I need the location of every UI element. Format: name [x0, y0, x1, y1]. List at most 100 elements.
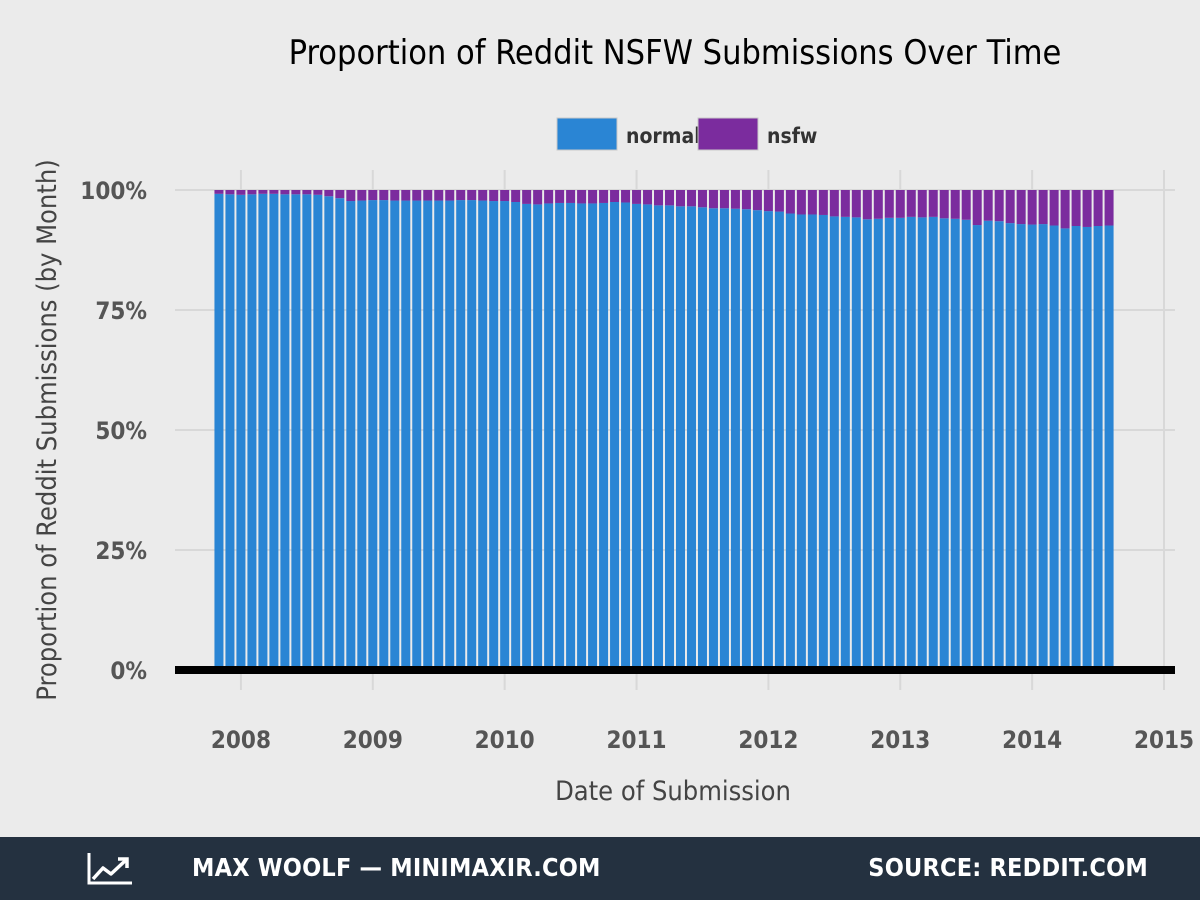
bar-nsfw	[357, 190, 367, 201]
bar-nsfw	[467, 190, 477, 201]
bar-normal	[599, 202, 609, 670]
legend-swatch-normal	[556, 117, 618, 151]
bar-nsfw	[335, 190, 345, 199]
legend-swatch-nsfw	[697, 117, 759, 151]
bar-nsfw	[774, 190, 784, 212]
bar-nsfw	[632, 190, 642, 204]
bar-nsfw	[972, 190, 982, 226]
y-tick-label: 100%	[80, 177, 147, 205]
bar-nsfw	[939, 190, 949, 219]
bar-normal	[324, 196, 334, 671]
bar-nsfw	[511, 190, 521, 202]
bar-nsfw	[1060, 190, 1070, 229]
bar-normal	[588, 203, 598, 670]
bar-nsfw	[247, 190, 257, 195]
bar-normal	[247, 194, 257, 670]
bar-normal	[291, 194, 301, 670]
bar-normal	[873, 218, 883, 671]
bar-nsfw	[500, 190, 510, 202]
x-tick-label: 2010	[475, 726, 535, 754]
bar-normal	[1060, 228, 1070, 670]
bar-nsfw	[445, 190, 455, 201]
footer-bar: MAX WOOLF — MINIMAXIR.COM SOURCE: REDDIT…	[0, 837, 1200, 900]
bar-normal	[1005, 223, 1015, 670]
bar-nsfw	[1082, 190, 1092, 227]
bar-nsfw	[983, 190, 993, 221]
bar-nsfw	[906, 190, 916, 217]
bar-normal	[675, 206, 685, 670]
bar-normal	[269, 193, 279, 670]
bar-nsfw	[818, 190, 828, 215]
bar-nsfw	[1027, 190, 1037, 225]
bar-nsfw	[675, 190, 685, 207]
bar-normal	[741, 209, 751, 670]
bar-normal	[1093, 226, 1103, 670]
bar-normal	[533, 204, 543, 670]
bar-nsfw	[708, 190, 718, 209]
bar-nsfw	[697, 190, 707, 208]
bar-normal	[478, 200, 488, 670]
bar-normal	[994, 221, 1004, 670]
bar-normal	[939, 218, 949, 670]
bar-nsfw	[752, 190, 762, 211]
bar-normal	[610, 202, 620, 670]
x-tick-label: 2013	[870, 726, 930, 754]
bar-normal	[577, 203, 587, 670]
bar-nsfw	[873, 190, 883, 219]
x-tick-label: 2011	[606, 726, 666, 754]
chart: Proportion of Reddit NSFW Submissions Ov…	[32, 33, 1194, 807]
bar-normal	[555, 202, 565, 670]
bar-nsfw	[1038, 190, 1048, 225]
bar-normal	[390, 200, 400, 670]
bar-nsfw	[851, 190, 861, 218]
bar-nsfw	[390, 190, 400, 201]
bar-nsfw	[665, 190, 675, 206]
bar-normal	[313, 194, 323, 671]
x-tick-label: 2014	[1002, 726, 1062, 754]
bar-nsfw	[610, 190, 620, 202]
legend: normal nsfw	[556, 117, 817, 151]
bar-normal	[665, 205, 675, 671]
bar-normal	[884, 217, 894, 670]
bar-normal	[544, 203, 554, 670]
bar-normal	[434, 200, 444, 670]
bar-nsfw	[840, 190, 850, 217]
bar-normal	[862, 219, 872, 670]
bar-nsfw	[368, 190, 378, 201]
bar-normal	[621, 202, 631, 671]
bar-nsfw	[829, 190, 839, 217]
x-tick-label: 2008	[211, 726, 271, 754]
y-tick-label: 75%	[95, 297, 147, 325]
bar-nsfw	[236, 190, 246, 195]
bar-normal	[697, 207, 707, 670]
bar-normal	[1082, 226, 1092, 670]
bar-nsfw	[379, 190, 389, 201]
bar-normal	[752, 210, 762, 670]
bar-normal	[1049, 225, 1059, 670]
bar-normal	[445, 200, 455, 670]
bar-nsfw	[346, 190, 356, 202]
bar-normal	[829, 216, 839, 670]
bar-nsfw	[1005, 190, 1015, 224]
bar-nsfw	[961, 190, 971, 220]
bar-nsfw	[763, 190, 773, 212]
bar-nsfw	[225, 190, 235, 195]
bar-normal	[906, 216, 916, 670]
bar-normal	[511, 202, 521, 670]
bar-nsfw	[401, 190, 411, 201]
bar-nsfw	[621, 190, 631, 203]
bar-nsfw	[1016, 190, 1026, 225]
bar-nsfw	[796, 190, 806, 215]
trend-line-icon	[87, 853, 132, 885]
bar-normal	[719, 208, 729, 671]
bar-nsfw	[544, 190, 554, 204]
bar-normal	[467, 200, 477, 670]
x-tick-label: 2012	[738, 726, 798, 754]
bar-normal	[643, 204, 653, 670]
bar-nsfw	[807, 190, 817, 215]
bar-normal	[412, 200, 422, 670]
y-tick-label: 0%	[110, 657, 147, 685]
bar-normal	[961, 219, 971, 670]
bar-normal	[950, 218, 960, 671]
footer-author: MAX WOOLF — MINIMAXIR.COM	[192, 853, 601, 882]
